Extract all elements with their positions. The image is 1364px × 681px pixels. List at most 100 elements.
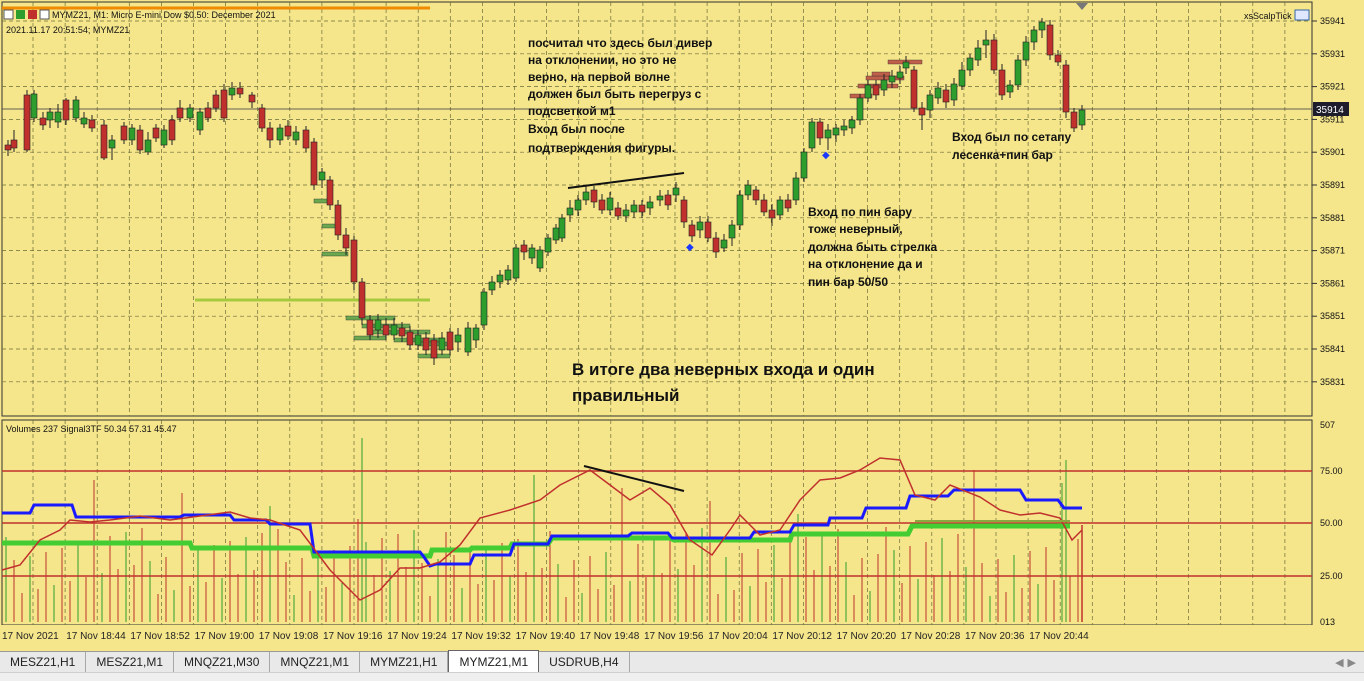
candle-body [212,94,220,109]
candle-body [358,281,366,319]
symbol-marker-icon [28,10,37,19]
candle-body [100,124,108,159]
candle-body [248,94,256,103]
candle-body [950,83,958,101]
tab-mesz21-m1[interactable]: MESZ21,M1 [86,652,175,672]
price-tick-label: 35931 [1320,49,1345,59]
tab-mesz21-h1[interactable]: MESZ21,H1 [0,652,87,672]
candle-body [374,319,382,331]
note-line: В итоге два неверных входа и один [572,360,875,379]
candle-body [472,327,480,341]
candle-body [744,184,752,196]
candle-body [10,139,18,149]
time-tick-label: 17 Nov 18:52 [130,631,190,642]
tab-mymz21-m1[interactable]: MYMZ21,M1 [448,650,540,672]
candle-body [80,117,88,125]
candle-body [680,199,688,223]
indicator-tick-label: 507 [1320,420,1335,430]
tab-mnqz21-m1[interactable]: MNQZ21,M1 [270,652,361,672]
candle-body [768,209,776,219]
candle-body [46,111,54,121]
indicator-name-label: xsScalpTick [1244,11,1292,21]
candle-body [464,327,472,353]
candle-body [504,269,512,281]
candle-body [108,139,116,149]
tab-mymz21-h1[interactable]: MYMZ21,H1 [360,652,449,672]
candle-body [606,197,614,211]
time-tick-label: 17 Nov 20:12 [772,631,832,642]
indicator-tick-label: 013 [1320,617,1335,625]
scroll-left-icon[interactable]: ◀ [1335,656,1344,669]
candle-body [366,319,374,336]
signal-blue-line [2,488,1082,568]
candle-body [566,207,574,216]
indicator-tick-label: 75.00 [1320,466,1343,476]
candle-body [544,237,552,253]
candle-body [974,47,982,61]
candle-body [62,99,70,121]
indicator-grid [32,420,1286,625]
candle-body [176,107,184,119]
candle-body [598,199,606,211]
signal-arrow-icon: ◆ [686,242,694,253]
candle-body [334,204,342,236]
candle-body [776,199,784,216]
candles [4,18,1086,365]
candle-body [792,177,800,201]
candle-body [520,244,528,253]
candle-body [910,69,918,109]
tab-mnqz21-m30[interactable]: MNQZ21,M30 [174,652,271,672]
price-tick-label: 35831 [1320,377,1345,387]
price-pane[interactable] [1,1,1313,417]
candle-body [480,291,488,326]
candle-body [784,199,792,209]
note-line: должна быть стрелка [808,240,937,254]
candle-body [672,187,680,196]
scroll-right-icon[interactable]: ▶ [1347,656,1356,669]
candle-body [808,121,816,149]
candle-body [622,209,630,217]
price-tick-label: 35891 [1320,180,1345,190]
annotation-ladder-note: Вход был по сетапу лесенка+пин бар [952,130,1072,162]
candle-body [168,119,176,141]
indicator-icon[interactable] [1294,9,1310,21]
indicator-header: Volumes 237 Signal3TF 50.34 57.31 45.47 [6,424,177,434]
candle-body [310,141,318,186]
candle-body [144,139,152,153]
candle-body [152,127,160,139]
candle-body [276,127,284,141]
candle-body [1006,84,1014,93]
candle-body [204,107,212,119]
last-price-tag [1313,102,1349,116]
candle-body [752,189,760,201]
candle-body [454,334,462,343]
candle-body [712,237,720,253]
note-line: правильный [572,386,680,405]
candle-body [638,204,646,213]
candle-body [196,111,204,131]
candle-body [326,179,334,206]
candle-body [512,247,520,279]
signal-red-line [1,457,1083,601]
candle-body [958,69,966,87]
candle-body [664,194,672,206]
price-axis: 35941 35931 35921 35911 35901 35891 35881 35871… [1312,16,1345,387]
price-tick-label: 35921 [1320,82,1345,92]
divergence-trendline-indicator [583,465,685,492]
chart-area[interactable]: 35941 35931 35921 35911 35901 35891 35881 35871… [0,0,1364,625]
note-line: тоже неверный, [808,222,903,236]
candle-body [342,234,350,249]
candle-body [39,117,47,126]
candle-body [414,334,422,346]
candle-body [824,129,832,139]
note-line: пин бар 50/50 [808,275,888,289]
candle-body [54,111,62,123]
price-tick-label: 35941 [1320,16,1345,26]
candle-body [4,144,12,151]
indicator-tick-label: 25.00 [1320,571,1343,581]
candle-body [1022,41,1030,61]
tab-usdrub-h4[interactable]: USDRUB,H4 [539,652,630,672]
candle-body [998,69,1006,96]
candle-body [646,201,654,209]
symbol-marker-icon [39,9,50,20]
